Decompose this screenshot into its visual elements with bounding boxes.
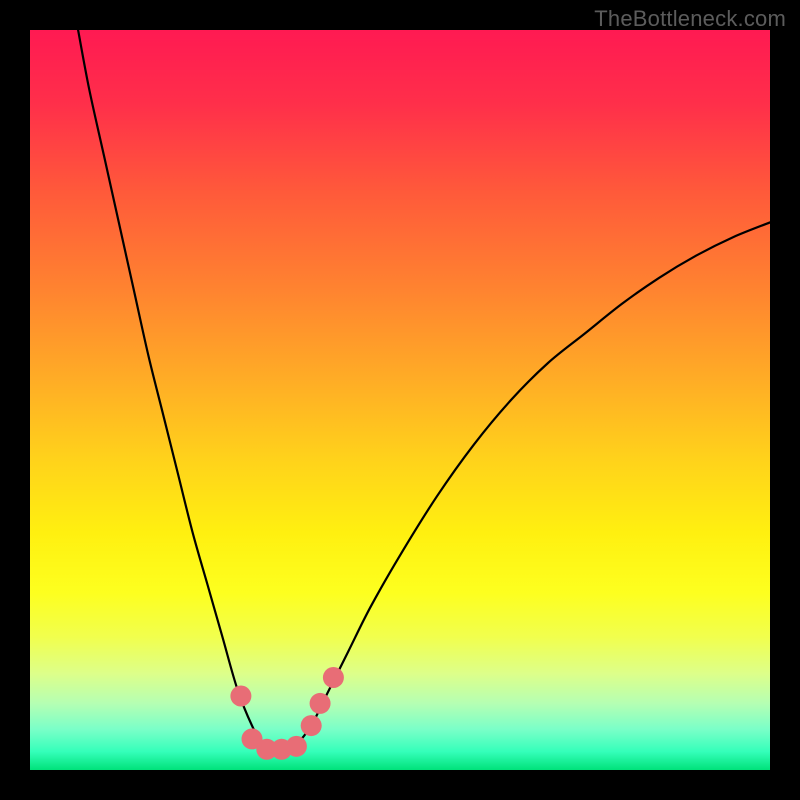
data-dot — [286, 736, 307, 757]
chart-container: TheBottleneck.com — [0, 0, 800, 800]
plot-area — [30, 30, 770, 770]
bottleneck-curve — [78, 30, 770, 754]
data-dot — [230, 686, 251, 707]
data-dot — [310, 693, 331, 714]
watermark-text: TheBottleneck.com — [594, 6, 786, 32]
chart-svg — [30, 30, 770, 770]
data-dot — [323, 667, 344, 688]
data-dot — [301, 715, 322, 736]
